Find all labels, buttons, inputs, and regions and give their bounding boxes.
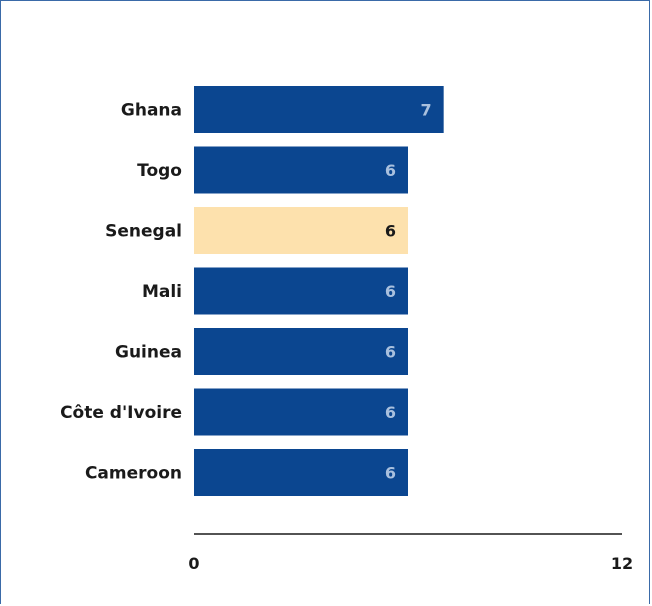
bar-mali: [194, 267, 408, 315]
value-label-mali: 6: [385, 282, 396, 301]
category-label-togo: Togo: [137, 161, 182, 181]
category-label-cameroon: Cameroon: [85, 464, 182, 484]
value-label-cameroon: 6: [385, 464, 396, 483]
category-label-senegal: Senegal: [105, 222, 182, 242]
value-label-c-te-d-ivoire: 6: [385, 403, 396, 422]
value-label-togo: 6: [385, 161, 396, 180]
value-label-ghana: 7: [421, 101, 432, 120]
bar-ghana: [194, 86, 444, 133]
bar-togo: [194, 146, 408, 194]
bar-guinea: [194, 328, 408, 375]
category-label-guinea: Guinea: [115, 343, 182, 363]
value-label-senegal: 6: [385, 222, 396, 241]
bars-layer: [194, 86, 444, 496]
x-axis-ticks: 0 12: [188, 554, 633, 573]
bar-c-te-d-ivoire: [194, 388, 408, 436]
labels-layer: Ghana 7 Togo 6 Senegal 6 Mali 6 Guinea 6 Côte d'Iv…: [60, 101, 432, 484]
value-label-guinea: 6: [385, 343, 396, 362]
x-tick-label-12: 12: [611, 554, 633, 573]
category-label-c-te-d-ivoire: Côte d'Ivoire: [60, 403, 182, 423]
x-tick-label-0: 0: [188, 554, 199, 573]
bar-cameroon: [194, 449, 408, 496]
category-label-mali: Mali: [142, 282, 182, 302]
category-label-ghana: Ghana: [121, 101, 182, 121]
bar-senegal: [194, 207, 408, 254]
